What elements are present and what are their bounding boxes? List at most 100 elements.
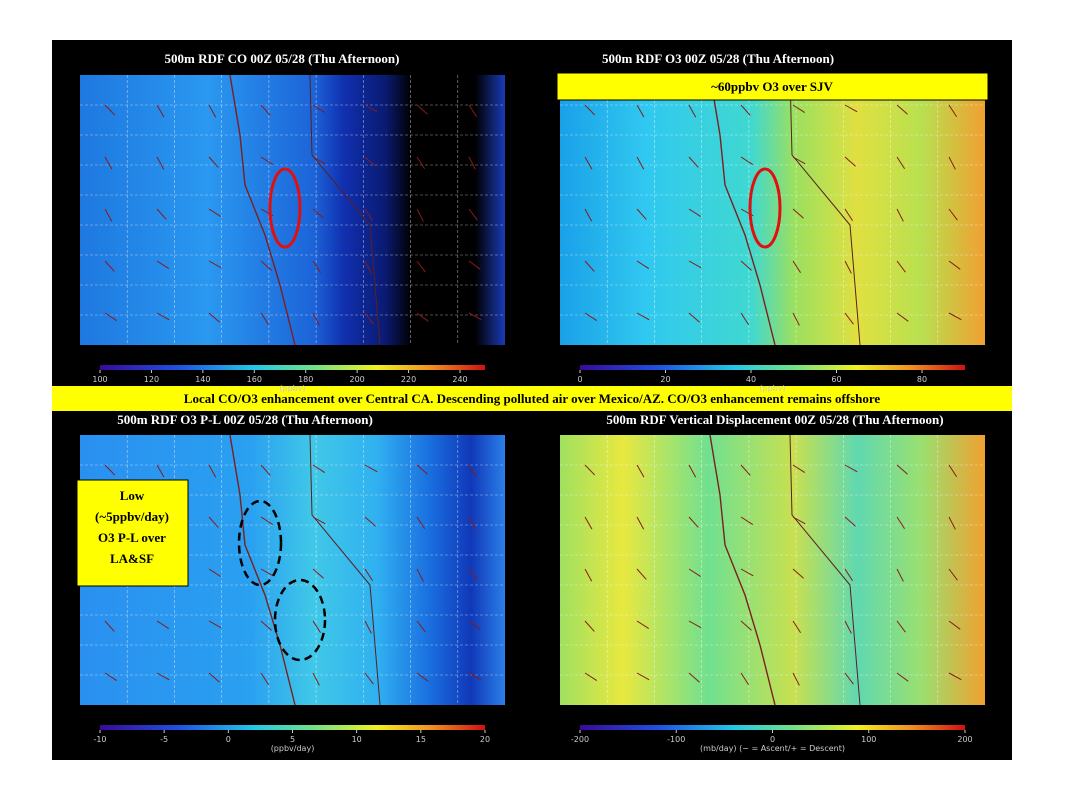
wind-vector bbox=[364, 104, 378, 113]
wind-vector bbox=[584, 104, 596, 116]
wind-vector bbox=[688, 208, 702, 218]
wind-vector bbox=[636, 208, 647, 220]
wind-vector bbox=[312, 104, 326, 114]
wind-vector bbox=[104, 208, 113, 222]
state-border bbox=[789, 434, 861, 706]
wind-vector bbox=[468, 156, 476, 170]
highlight-ellipse bbox=[268, 167, 302, 249]
wind-vector bbox=[636, 568, 647, 580]
wind-vector bbox=[636, 672, 650, 681]
wind-vector bbox=[468, 516, 476, 530]
wind-vector bbox=[416, 208, 424, 222]
colorbar-tick-label: -200 bbox=[571, 735, 589, 744]
wind-vector bbox=[208, 516, 219, 528]
wind-vector bbox=[792, 208, 804, 219]
wind-vector bbox=[948, 568, 958, 581]
wind-vector bbox=[416, 156, 426, 170]
wind-vector bbox=[688, 464, 697, 478]
wind-vector bbox=[584, 620, 595, 632]
colorbar-tick-label: -100 bbox=[667, 735, 685, 744]
colorbar bbox=[580, 365, 965, 370]
panel-title: 500m RDF O3 00Z 05/28 (Thu Afternoon) bbox=[602, 51, 834, 66]
wind-vector bbox=[844, 516, 856, 527]
coastline bbox=[229, 74, 296, 346]
wind-vector bbox=[416, 620, 426, 633]
wind-vector bbox=[740, 464, 751, 476]
wind-vector bbox=[948, 312, 962, 321]
wind-vector bbox=[740, 620, 752, 631]
colorbar-units: (ppbv/day) bbox=[271, 744, 315, 753]
wind-vector bbox=[844, 620, 852, 634]
wind-vector bbox=[104, 312, 118, 322]
colorbar bbox=[100, 365, 485, 370]
colorbar-tick-label: 40 bbox=[746, 375, 756, 384]
wind-vector bbox=[312, 208, 324, 219]
wind-vector bbox=[260, 620, 272, 631]
colorbar-tick-label: 100 bbox=[92, 375, 107, 384]
wind-vector bbox=[792, 260, 802, 274]
wind-vector bbox=[416, 516, 426, 530]
wind-vector bbox=[740, 104, 751, 116]
colorbar-units: (ppbv) bbox=[759, 384, 785, 393]
wind-vector bbox=[792, 672, 800, 686]
wind-vector bbox=[260, 464, 271, 476]
low-box-line: (~5ppbv/day) bbox=[95, 509, 169, 524]
colorbar-tick-label: 0 bbox=[577, 375, 582, 384]
wind-vector bbox=[636, 260, 650, 270]
colorbar-tick-label: 60 bbox=[831, 375, 841, 384]
wind-vector bbox=[156, 464, 165, 478]
wind-vector bbox=[844, 208, 854, 222]
wind-vector bbox=[260, 104, 271, 116]
wind-vector bbox=[636, 516, 645, 530]
wind-vector bbox=[364, 620, 372, 634]
wind-vector bbox=[688, 620, 702, 629]
wind-vector bbox=[156, 208, 167, 220]
wind-vector bbox=[792, 568, 804, 579]
wind-vector bbox=[792, 312, 800, 326]
wind-vector bbox=[844, 260, 852, 274]
state-border bbox=[789, 74, 861, 346]
wind-vector bbox=[844, 672, 854, 685]
low-box bbox=[76, 479, 189, 587]
wind-vector bbox=[584, 672, 598, 682]
wind-vector bbox=[948, 464, 958, 478]
wind-vector bbox=[416, 568, 424, 582]
wind-vector bbox=[312, 516, 326, 525]
wind-vector bbox=[584, 156, 593, 170]
wind-vector bbox=[260, 516, 274, 526]
wind-vector bbox=[260, 260, 272, 271]
wind-vector bbox=[740, 568, 754, 577]
wind-vector bbox=[364, 672, 374, 685]
wind-vector bbox=[844, 312, 854, 325]
wind-vector bbox=[156, 620, 170, 630]
wind-vector bbox=[740, 156, 754, 166]
sjv-box bbox=[556, 72, 989, 101]
wind-vector bbox=[416, 464, 428, 475]
colorbar-tick-label: -5 bbox=[160, 735, 168, 744]
wind-vector bbox=[468, 312, 482, 321]
wind-vector bbox=[364, 312, 374, 325]
wind-vector bbox=[208, 620, 222, 629]
colorbar-tick-label: 20 bbox=[480, 735, 490, 744]
wind-vector bbox=[688, 104, 697, 118]
wind-vector bbox=[468, 104, 478, 118]
wind-vector bbox=[740, 260, 752, 271]
wind-vector bbox=[208, 568, 222, 578]
wind-vector bbox=[896, 208, 904, 222]
wind-vector bbox=[584, 260, 595, 272]
wind-vector bbox=[636, 312, 650, 321]
banner-text: Local CO/O3 enhancement over Central CA.… bbox=[184, 391, 881, 406]
colorbar bbox=[100, 725, 485, 730]
wind-vector bbox=[208, 208, 222, 218]
wind-vector bbox=[364, 208, 374, 222]
wind-vector bbox=[260, 568, 274, 577]
colorbar-tick-label: 15 bbox=[416, 735, 426, 744]
wind-vector bbox=[896, 464, 908, 475]
wind-vector bbox=[896, 568, 904, 582]
colorbar-tick-label: 200 bbox=[957, 735, 972, 744]
wind-vector bbox=[104, 156, 113, 170]
wind-vector bbox=[740, 312, 750, 326]
wind-vector bbox=[584, 312, 598, 322]
colorbar bbox=[580, 725, 965, 730]
wind-vector bbox=[416, 312, 429, 322]
